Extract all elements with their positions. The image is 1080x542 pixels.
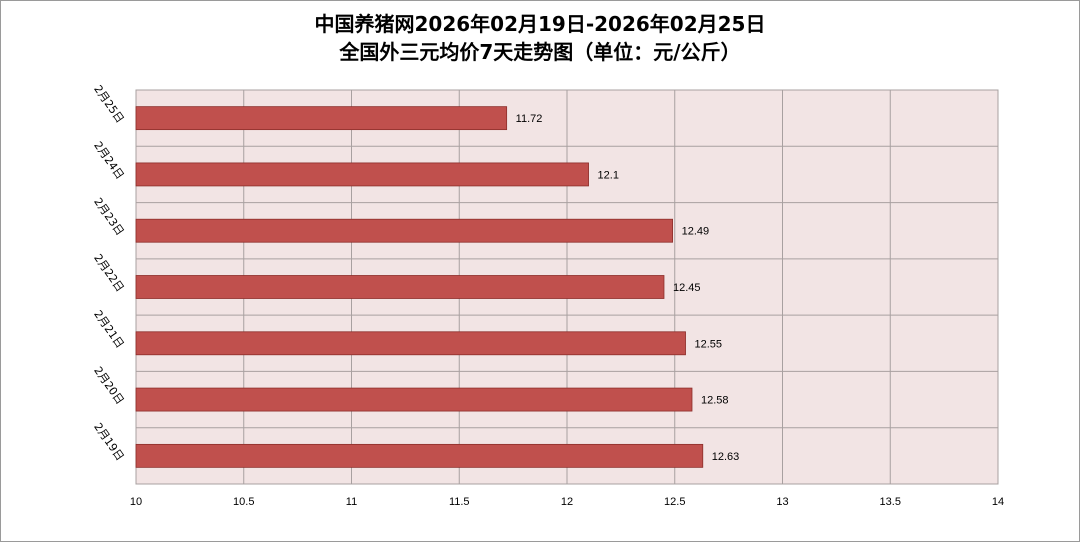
x-tick-label: 10.5 [233,496,254,508]
category-label: 2月24日 [91,139,126,182]
bars [135,106,704,468]
category-label: 2月22日 [91,252,126,295]
category-label: 2月20日 [91,364,126,407]
data-label: 12.63 [712,451,740,463]
x-tick-label: 10 [130,496,142,508]
data-label: 12.58 [701,395,729,407]
bar [135,218,673,243]
category-label: 2月19日 [91,421,126,464]
category-label: 2月21日 [91,308,126,351]
x-tick-label: 12 [561,496,573,508]
data-labels: 11.72 12.1 12.49 12.45 12.55 12.58 12.63 [516,113,740,463]
x-tick-label: 11 [346,496,357,508]
x-tick-label: 12.5 [664,496,685,508]
chart-subtitle: 全国外三元均价7天走势图（单位：元/公斤） [339,40,741,64]
data-label: 12.49 [682,226,710,238]
x-tick-label: 11.5 [449,496,470,508]
y-axis-categories: 2月25日 2月24日 2月23日 2月22日 2月21日 2月20日 2月19日 [91,83,126,463]
bar [135,275,665,299]
bar [135,387,693,412]
data-label: 11.72 [516,113,543,125]
bar [135,331,686,356]
data-label: 12.55 [695,338,723,350]
data-label: 12.1 [598,169,619,181]
x-tick-label: 14 [992,496,1004,508]
category-label: 2月23日 [91,195,126,238]
category-label: 2月25日 [91,83,126,126]
bar [135,106,508,131]
data-label: 12.45 [673,282,701,294]
gridlines [135,89,999,485]
bar [135,162,589,187]
x-tick-label: 13 [776,496,788,508]
x-axis-ticks: 10 10.5 11 11.5 12 12.5 13 13.5 14 [130,496,1004,508]
x-tick-label: 13.5 [880,496,901,508]
bar [135,443,704,468]
chart-title: 中国养猪网2026年02月19日-2026年02月25日 [314,12,766,36]
